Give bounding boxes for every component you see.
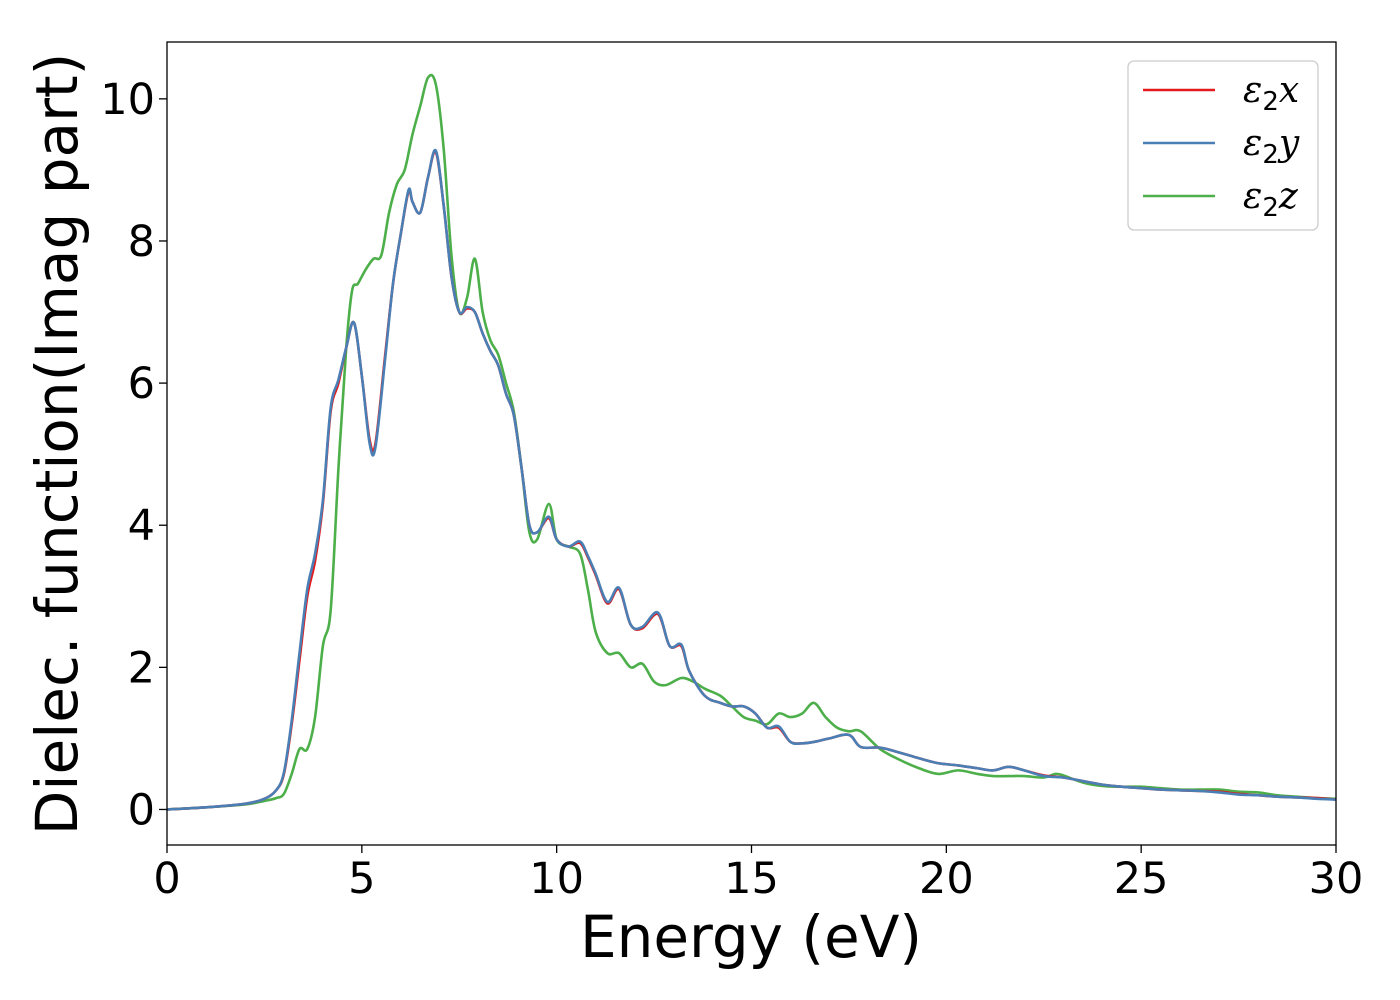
y-tick-label: 4	[128, 501, 155, 551]
x-tick-label: 5	[348, 854, 375, 904]
y-tick-label: 0	[128, 785, 155, 835]
y-axis: 0 2 4 6 8 10	[100, 75, 167, 835]
x-tick-label: 30	[1309, 854, 1364, 904]
series-line-y	[166, 148, 1337, 811]
x-tick-label: 0	[153, 854, 180, 904]
legend-label-y: ε2y	[1243, 123, 1300, 170]
legend: ε2x ε2y ε2z	[1127, 60, 1319, 231]
x-axis: 0 5 10 15 20 25 30	[153, 845, 1363, 904]
y-tick-label: 10	[100, 75, 155, 125]
legend-label-x: ε2x	[1243, 70, 1299, 117]
legend-items: ε2x ε2y ε2z	[1143, 70, 1300, 223]
legend-label-z: ε2z	[1243, 176, 1299, 223]
x-tick-label: 15	[724, 854, 779, 904]
y-tick-label: 8	[128, 217, 155, 267]
x-tick-label: 10	[529, 854, 584, 904]
x-tick-label: 20	[919, 854, 974, 904]
series-layer	[166, 73, 1337, 811]
legend-box	[1127, 60, 1319, 231]
y-axis-label: Dielec. function(Imag part)	[23, 53, 91, 836]
x-tick-label: 25	[1114, 854, 1169, 904]
x-axis-label: Energy (eV)	[580, 903, 922, 971]
y-tick-label: 2	[128, 643, 155, 693]
y-tick-label: 6	[128, 359, 155, 409]
